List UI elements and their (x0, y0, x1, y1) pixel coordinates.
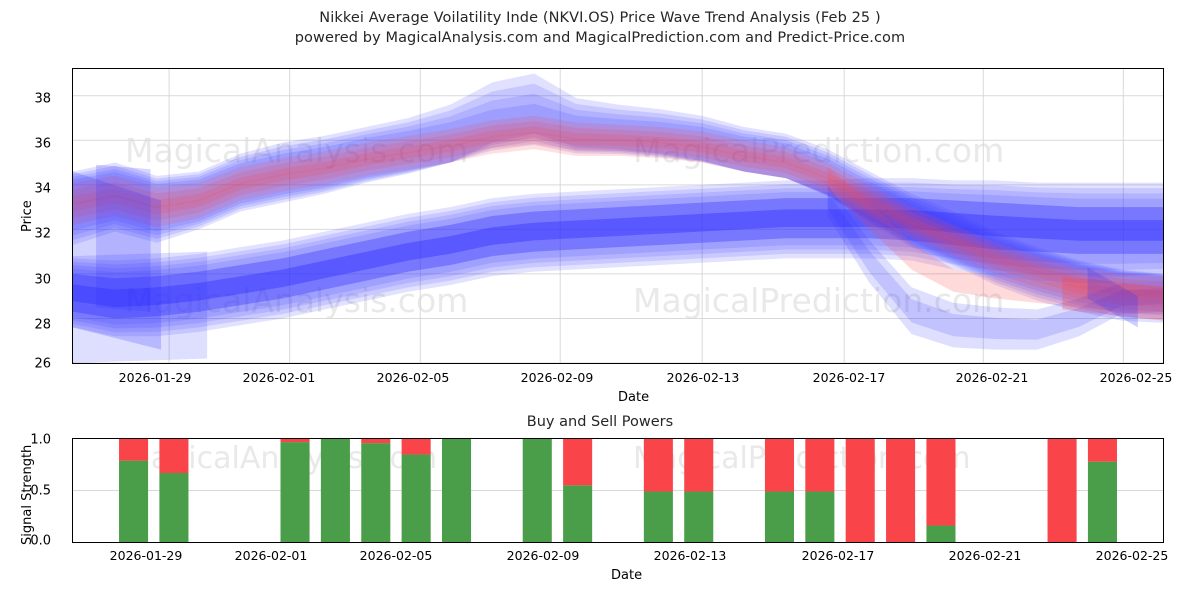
signal-xtick-4: 2026-02-13 (653, 548, 727, 563)
price-wave-bands (73, 69, 1163, 363)
page-title: Nikkei Average Voilatility Inde (NKVI.OS… (319, 10, 881, 26)
signal-ytick-05: 0.5 (30, 483, 51, 498)
price-ytick-38: 38 (34, 91, 51, 106)
signal-xtick-1: 2026-02-01 (234, 548, 308, 563)
price-xtick-0: 2026-01-29 (118, 370, 192, 385)
price-ytick-32: 32 (34, 226, 51, 242)
signal-xaxis-label: Date (611, 568, 643, 583)
price-xtick-2: 2026-02-05 (376, 370, 450, 385)
signal-xtick-3: 2026-02-09 (506, 548, 580, 563)
price-xtick-4: 2026-02-13 (666, 370, 740, 385)
chart-title-block: Nikkei Average Voilatility Inde (NKVI.OS… (0, 8, 1200, 48)
price-ytick-28: 28 (34, 317, 51, 333)
price-yaxis-label: Price (20, 200, 35, 232)
price-xtick-3: 2026-02-09 (520, 370, 594, 385)
price-ytick-36: 36 (34, 136, 51, 152)
buy-sell-power-bars (73, 439, 1163, 542)
signal-xtick-0: 2026-01-29 (109, 548, 183, 563)
signal-xtick-6: 2026-02-21 (948, 548, 1022, 563)
price-xaxis-label: Date (618, 390, 650, 405)
price-ytick-30: 30 (34, 272, 51, 288)
signal-chart-title: Buy and Sell Powers (526, 414, 674, 430)
price-ytick-26: 26 (34, 356, 51, 372)
price-ytick-34: 34 (34, 181, 51, 197)
price-xtick-5: 2026-02-17 (812, 370, 886, 385)
price-chart-plot-area: MagicalAnalysis.com MagicalPrediction.co… (72, 68, 1164, 364)
signal-ytick-0: 0.0 (30, 533, 51, 549)
signal-xtick-7: 2026-02-25 (1095, 548, 1169, 563)
signal-xtick-5: 2026-02-17 (801, 548, 875, 563)
signal-xtick-2: 2026-02-05 (359, 548, 433, 563)
price-xtick-6: 2026-02-21 (955, 370, 1029, 385)
signal-yaxis-label: Signal Strength (20, 444, 35, 545)
price-xtick-1: 2026-02-01 (242, 370, 316, 385)
page-subtitle: powered by MagicalAnalysis.com and Magic… (294, 30, 906, 46)
signal-ytick-1: 1.0 (30, 432, 51, 448)
price-xtick-7: 2026-02-25 (1099, 370, 1173, 385)
signal-chart-plot-area: MagicalAnalysis.com MagicalPrediction.co… (72, 438, 1164, 543)
